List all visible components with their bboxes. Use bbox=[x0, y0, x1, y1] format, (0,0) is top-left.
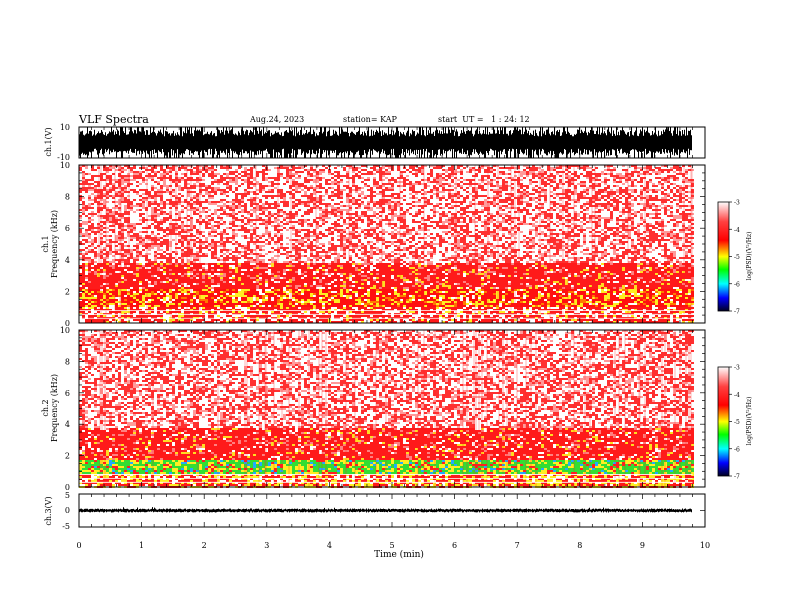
x-tick-label: 2 bbox=[202, 541, 207, 550]
spectrogram-cells bbox=[79, 428, 691, 460]
x-tick-label: 3 bbox=[264, 541, 269, 550]
colorbar-tick-label: -3 bbox=[734, 365, 740, 372]
ch1-waveform-line bbox=[79, 127, 692, 158]
ch2-colorbar: -3 -4 -5 -6 -7 log(PSD)(V²/Hz) bbox=[717, 365, 753, 481]
ch2-spectrogram-ylabel-line2: Frequency (kHz) bbox=[50, 374, 59, 442]
colorbar-tick-label: -3 bbox=[734, 200, 740, 207]
y-tick-label: 10 bbox=[60, 326, 70, 335]
ch1-spectrogram-ticks bbox=[78, 164, 706, 324]
ch1-waveform-ticks bbox=[78, 126, 706, 159]
x-tick-label: 1 bbox=[139, 541, 144, 550]
spectrogram-cells bbox=[79, 460, 694, 474]
x-tick-label: 0 bbox=[76, 541, 81, 550]
time-axis-tick-labels: 0 1 2 3 4 5 6 7 8 9 10 bbox=[76, 541, 710, 550]
ch3-waveform-ticks bbox=[78, 493, 706, 528]
ch2-spectrogram-ylabel-line1: ch.2 bbox=[41, 399, 50, 416]
y-tick-label: 10 bbox=[60, 161, 70, 170]
x-tick-label: 5 bbox=[389, 541, 394, 550]
ch1-colorbar-label: log(PSD)(V²/Hz) bbox=[746, 232, 753, 281]
spectrogram-cells bbox=[79, 165, 694, 263]
ch2-spectrogram-panel: 0 2 4 6 8 10 ch.2 Frequency (kHz) bbox=[41, 326, 706, 492]
ch2-colorbar-ticks: -3 -4 -5 -6 -7 bbox=[729, 365, 740, 481]
colorbar-tick-label: -6 bbox=[734, 281, 740, 288]
ch2-spectrogram-ticks bbox=[78, 329, 706, 488]
spectrogram-cells bbox=[79, 330, 694, 428]
y-tick-label: 0 bbox=[65, 483, 70, 492]
ch3-waveform-line bbox=[79, 507, 692, 513]
x-tick-label: 4 bbox=[327, 541, 332, 550]
spectrogram-cells bbox=[79, 428, 694, 488]
ch2-spectrogram-image bbox=[79, 330, 694, 488]
ch1-spectrogram-ylabel-line2: Frequency (kHz) bbox=[50, 210, 59, 278]
start-time-label: start UT = 1 : 24: 12 bbox=[438, 115, 530, 124]
x-tick-label: 10 bbox=[700, 541, 710, 550]
spectrogram-cells bbox=[85, 460, 694, 474]
ch3-ytick-5: 5 bbox=[65, 491, 70, 500]
y-tick-label: 6 bbox=[65, 224, 70, 233]
ch3-ytick-neg5: -5 bbox=[62, 522, 70, 531]
x-tick-label: 6 bbox=[452, 541, 457, 550]
spectrogram-streaks bbox=[99, 330, 692, 487]
ch1-spectrogram-image bbox=[79, 165, 694, 323]
colorbar-tick-label: -5 bbox=[734, 254, 740, 261]
spectrogram-cells bbox=[85, 289, 694, 307]
y-tick-label: 2 bbox=[65, 452, 70, 461]
time-axis-label: Time (min) bbox=[374, 549, 424, 560]
colorbar-tick-label: -5 bbox=[734, 419, 740, 426]
ch1-colorbar-ticks: -3 -4 -5 -6 -7 bbox=[729, 200, 740, 316]
ch1-spectrogram-ytick-labels: 0 2 4 6 8 10 bbox=[60, 161, 70, 328]
x-tick-label: 9 bbox=[640, 541, 645, 550]
y-tick-label: 0 bbox=[65, 319, 70, 328]
y-tick-label: 2 bbox=[65, 287, 70, 296]
ch2-colorbar-label: log(PSD)(V²/Hz) bbox=[746, 397, 753, 446]
figure-title: VLF Spectra bbox=[79, 113, 149, 126]
ch1-spectrogram-panel: 0 2 4 6 8 10 ch.1 Frequency (kHz) bbox=[41, 161, 706, 328]
ch1-ytick-top: 10 bbox=[60, 123, 70, 132]
ch2-spectrogram-ytick-labels: 0 2 4 6 8 10 bbox=[60, 326, 70, 492]
ch1-spectrogram-ylabel-line1: ch.1 bbox=[41, 235, 50, 252]
y-tick-label: 4 bbox=[65, 256, 70, 265]
y-tick-label: 8 bbox=[65, 357, 70, 366]
y-tick-label: 4 bbox=[65, 420, 70, 429]
colorbar-tick-label: -7 bbox=[734, 309, 740, 316]
ch1-ytick-bottom: -10 bbox=[57, 153, 70, 162]
y-tick-label: 6 bbox=[65, 389, 70, 398]
colorbar-tick-label: -4 bbox=[734, 392, 740, 399]
ch1-waveform-ylabel: ch.1(V) bbox=[44, 127, 53, 156]
colorbar-tick-label: -6 bbox=[734, 446, 740, 453]
spectrogram-streaks bbox=[98, 165, 693, 323]
ch1-waveform-trace bbox=[79, 127, 692, 158]
ch3-waveform-panel: 5 0 -5 ch.3(V) 0 1 2 3 4 5 6 7 8 9 10 Time (min) bbox=[44, 491, 710, 560]
station-label: station= KAP bbox=[343, 115, 397, 124]
colorbar-tick-label: -7 bbox=[734, 474, 740, 481]
spectrogram-cells bbox=[79, 330, 694, 428]
ch1-colorbar: -3 -4 -5 -6 -7 log(PSD)(V²/Hz) bbox=[717, 200, 753, 316]
spectrogram-cells bbox=[82, 428, 694, 460]
colorbar-tick-label: -4 bbox=[734, 227, 740, 234]
spectrogram-cells bbox=[94, 460, 685, 474]
x-tick-label: 8 bbox=[577, 541, 582, 550]
ch1-waveform-panel: 10 -10 ch.1(V) bbox=[44, 123, 706, 162]
ch3-waveform-trace bbox=[79, 507, 692, 513]
date-label: Aug.24, 2023 bbox=[250, 115, 305, 124]
y-tick-label: 8 bbox=[65, 193, 70, 202]
spectrogram-cells bbox=[79, 460, 694, 488]
ch1-colorbar-gradient bbox=[717, 201, 730, 312]
ch2-colorbar-gradient bbox=[717, 366, 730, 477]
ch3-ytick-0: 0 bbox=[65, 506, 70, 515]
ch3-waveform-ylabel: ch.3(V) bbox=[44, 496, 53, 525]
x-tick-label: 7 bbox=[515, 541, 520, 550]
